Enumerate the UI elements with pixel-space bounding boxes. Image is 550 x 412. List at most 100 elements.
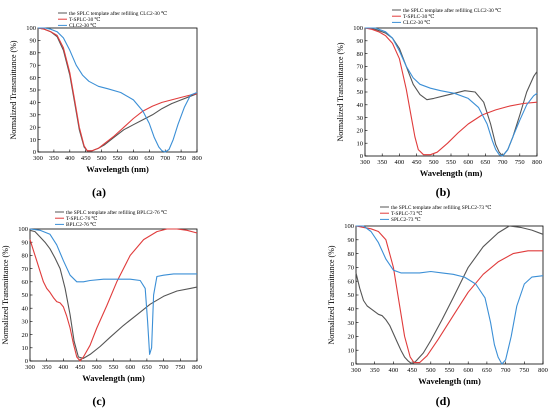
y-tick-label: 0 <box>33 149 36 156</box>
y-tick-label: 10 <box>348 347 355 354</box>
legend-label: the SPLC template after refilling BPLC2-… <box>66 209 167 216</box>
x-tick-label: 700 <box>498 159 508 166</box>
y-tick-label: 40 <box>30 100 37 107</box>
series-line-3 <box>29 228 197 355</box>
y-tick-label: 20 <box>30 124 37 131</box>
legend-label: CLC2-30 ℃ <box>69 23 96 29</box>
y-tick-label: 60 <box>22 279 29 286</box>
x-tick-label: 400 <box>59 364 69 371</box>
x-axis-title: Wavelength (nm) <box>418 376 481 386</box>
legend-label: T-SPLC-76 ℃ <box>66 216 98 222</box>
x-tick-label: 650 <box>482 367 492 374</box>
plot-frame <box>364 27 538 157</box>
legend-label: the SPLC template after refilling CLC2-3… <box>403 7 501 14</box>
x-tick-label: 600 <box>129 155 139 162</box>
legend: the SPLC template after refilling BPLC2-… <box>55 209 167 228</box>
x-tick-label: 500 <box>426 367 436 374</box>
panel-label: (c) <box>92 394 105 408</box>
y-tick-label: 0 <box>351 361 354 368</box>
y-tick-label: 0 <box>360 153 363 160</box>
x-tick-label: 550 <box>445 367 455 374</box>
plot-frame <box>355 225 544 365</box>
x-tick-label: 400 <box>389 367 399 374</box>
y-tick-label: 70 <box>30 62 37 69</box>
series-line-3 <box>365 27 538 157</box>
y-tick-label: 30 <box>357 115 364 122</box>
x-axis-title: Wavelength (nm) <box>420 168 483 178</box>
x-tick-label: 300 <box>360 159 370 166</box>
y-tick-label: 50 <box>30 87 37 94</box>
y-tick-label: 20 <box>22 332 29 339</box>
series-line-2 <box>29 228 198 362</box>
x-tick-label: 750 <box>515 159 525 166</box>
x-axis-title: Wavelength (nm) <box>82 373 145 383</box>
x-tick-label: 450 <box>412 159 422 166</box>
chart-panel: 300 350 400 450 500 550 600 650 700 750 800 0 10 20 30… <box>327 204 548 408</box>
x-tick-label: 550 <box>109 364 119 371</box>
x-tick-label: 350 <box>377 159 387 166</box>
x-tick-label: 750 <box>176 155 186 162</box>
y-tick-label: 30 <box>22 319 29 326</box>
panel-label: (b) <box>436 185 451 199</box>
y-tick-label: 20 <box>348 334 355 341</box>
y-tick-label: 30 <box>30 112 37 119</box>
x-tick-label: 500 <box>92 364 102 371</box>
x-tick-label: 400 <box>395 159 405 166</box>
x-axis-title: Wavelength (nm) <box>86 164 149 174</box>
series-line-1 <box>355 225 544 365</box>
y-tick-label: 80 <box>348 251 355 258</box>
legend-label: SPLC2-73 ℃ <box>391 217 421 223</box>
x-tick-label: 750 <box>175 364 185 371</box>
y-tick-label: 20 <box>357 128 364 135</box>
legend-label: CLC2-30 ℃ <box>403 20 430 26</box>
legend-label: the SPLC template after refilling SPLC2-… <box>391 204 491 211</box>
y-tick-label: 100 <box>18 226 28 233</box>
x-tick-label: 800 <box>192 364 202 371</box>
x-tick-label: 500 <box>97 155 107 162</box>
legend-label: T-SPLC-30 ℃ <box>69 17 101 23</box>
y-tick-label: 80 <box>30 50 37 57</box>
x-tick-label: 600 <box>125 364 135 371</box>
x-tick-label: 550 <box>113 155 123 162</box>
legend: the SPLC template after refilling CLC2-3… <box>58 10 167 29</box>
y-tick-label: 60 <box>348 278 355 285</box>
y-tick-label: 70 <box>348 265 355 272</box>
x-tick-label: 700 <box>160 155 170 162</box>
panel-label: (a) <box>92 185 106 199</box>
y-tick-label: 10 <box>30 137 37 144</box>
y-tick-label: 90 <box>22 239 29 246</box>
x-tick-label: 800 <box>538 367 548 374</box>
x-tick-label: 650 <box>144 155 154 162</box>
y-tick-label: 60 <box>357 76 364 83</box>
y-axis-title: Normalized Transmittance (%) <box>9 40 18 139</box>
y-tick-label: 0 <box>25 358 28 365</box>
y-tick-label: 60 <box>30 75 37 82</box>
y-tick-label: 90 <box>30 38 37 45</box>
x-tick-label: 350 <box>49 155 59 162</box>
legend-label: the SPLC template after refilling CLC2-3… <box>69 10 167 17</box>
y-axis-title: Normalized Transmittance (%) <box>336 42 345 141</box>
series-line-2 <box>364 27 538 156</box>
y-tick-label: 70 <box>357 64 364 71</box>
x-tick-label: 650 <box>142 364 152 371</box>
series-line-1 <box>29 229 198 359</box>
y-tick-label: 10 <box>22 345 29 352</box>
x-tick-label: 450 <box>407 367 417 374</box>
series-line-1 <box>364 27 538 157</box>
x-tick-label: 750 <box>519 367 529 374</box>
panel-label: (d) <box>436 394 451 408</box>
y-tick-label: 30 <box>348 320 355 327</box>
x-tick-label: 600 <box>463 367 473 374</box>
x-tick-label: 350 <box>42 364 52 371</box>
chart-panel: 300 350 400 450 500 550 600 650 700 750 800 0 10 20 30… <box>336 7 542 199</box>
x-tick-label: 450 <box>81 155 91 162</box>
y-tick-label: 10 <box>357 140 364 147</box>
legend-label: T-SPLC-73 ℃ <box>391 211 423 217</box>
y-tick-label: 100 <box>26 25 36 32</box>
chart-panel: 300 350 400 450 500 550 600 650 700 750 800 0 10 20 30… <box>1 209 202 408</box>
y-tick-label: 50 <box>22 292 29 299</box>
legend-label: BPLC2-76 ℃ <box>66 222 96 228</box>
y-tick-label: 50 <box>348 292 355 299</box>
y-tick-label: 70 <box>22 266 29 273</box>
